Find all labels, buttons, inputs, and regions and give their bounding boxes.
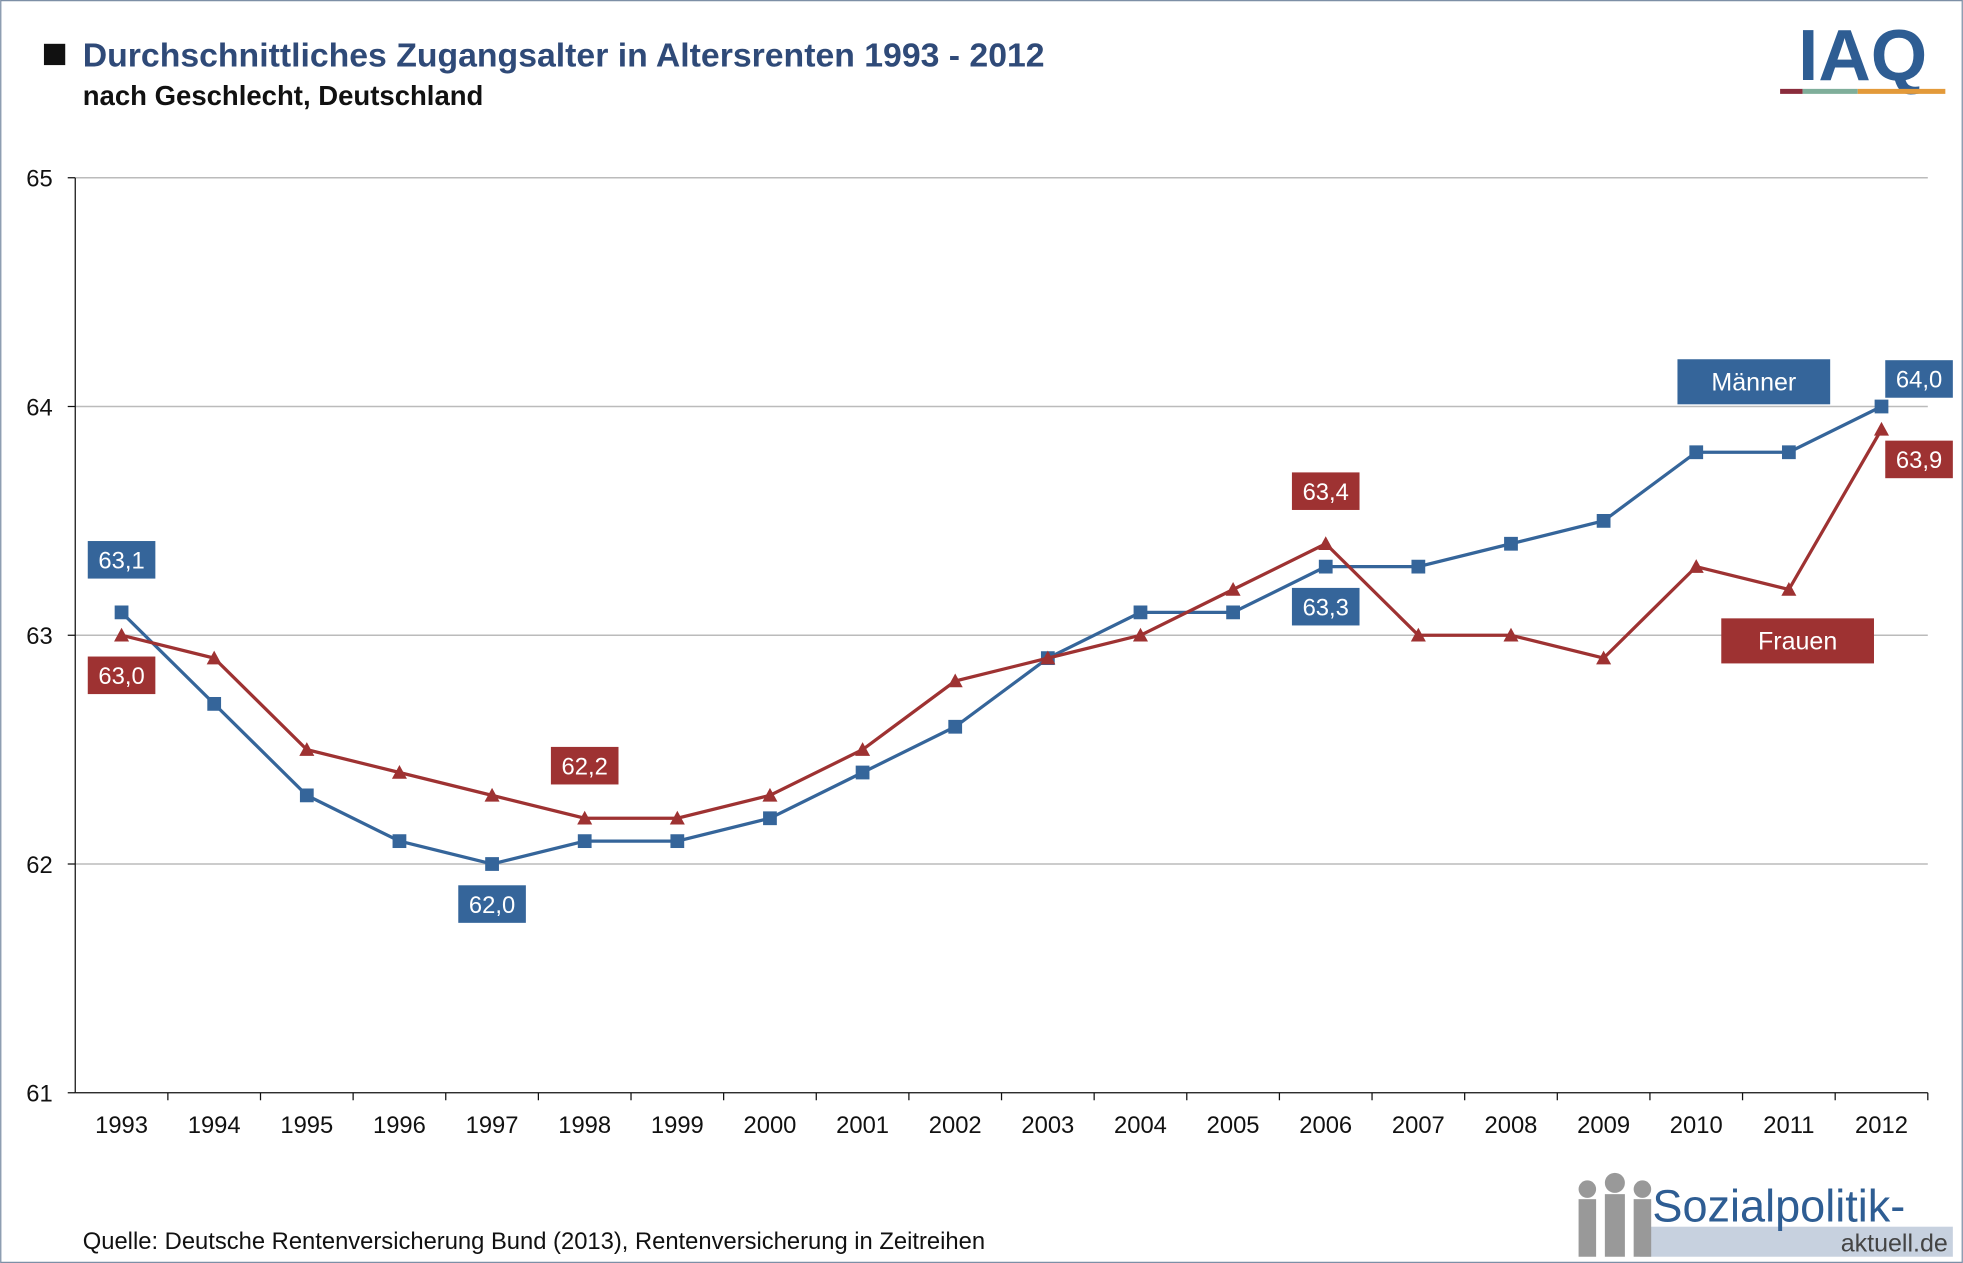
y-tick-label: 61: [26, 1081, 52, 1108]
logo-bar: [1803, 89, 1858, 94]
data-label: 62,0: [469, 892, 515, 919]
marker: [115, 605, 129, 619]
x-tick-label: 2005: [1207, 1112, 1260, 1139]
logo-bar: [1780, 89, 1803, 94]
chart-subtitle: nach Geschlecht, Deutschland: [83, 80, 484, 111]
data-label: 63,4: [1303, 479, 1349, 506]
x-tick-label: 1995: [280, 1112, 333, 1139]
x-tick-label: 2012: [1855, 1112, 1908, 1139]
marker: [856, 766, 870, 780]
marker: [485, 857, 499, 871]
marker: [1504, 537, 1518, 551]
data-label: 63,3: [1303, 594, 1349, 621]
x-tick-label: 2009: [1577, 1112, 1630, 1139]
frame: [1, 1, 1962, 1263]
x-tick-label: 1997: [466, 1112, 519, 1139]
marker: [207, 697, 221, 711]
x-tick-label: 1996: [373, 1112, 426, 1139]
marker: [393, 834, 407, 848]
data-label: 64,0: [1896, 367, 1942, 394]
logo: IAQ: [1798, 15, 1927, 96]
y-tick-label: 65: [26, 166, 52, 193]
marker: [1689, 445, 1703, 459]
logo-bar: [1858, 89, 1946, 94]
data-label: 63,1: [98, 548, 144, 575]
marker: [578, 834, 592, 848]
x-tick-label: 1993: [95, 1112, 148, 1139]
x-tick-label: 2003: [1021, 1112, 1074, 1139]
x-tick-label: 2000: [744, 1112, 797, 1139]
marker: [670, 834, 684, 848]
x-tick-label: 2011: [1763, 1112, 1814, 1139]
x-tick-label: 2006: [1299, 1112, 1352, 1139]
legend-label: Männer: [1711, 369, 1796, 397]
x-tick-label: 2004: [1114, 1112, 1167, 1139]
marker: [1875, 400, 1889, 414]
x-tick-label: 2010: [1670, 1112, 1723, 1139]
x-tick-label: 2002: [929, 1112, 982, 1139]
marker: [1597, 514, 1611, 528]
y-tick-label: 63: [26, 623, 52, 650]
legend-label: Frauen: [1758, 628, 1837, 656]
x-tick-label: 2007: [1392, 1112, 1445, 1139]
marker: [1226, 605, 1240, 619]
y-tick-label: 64: [26, 394, 52, 421]
y-tick-label: 62: [26, 852, 52, 879]
title-bullet: [44, 44, 65, 65]
data-label: 63,0: [98, 663, 144, 690]
source: Quelle: Deutsche Rentenversicherung Bund…: [83, 1228, 985, 1255]
x-tick-label: 1994: [188, 1112, 241, 1139]
marker: [300, 788, 314, 802]
x-tick-label: 1999: [651, 1112, 704, 1139]
marker: [1411, 560, 1425, 574]
x-tick-label: 2001: [836, 1112, 889, 1139]
data-label: 62,2: [562, 753, 608, 780]
marker: [1319, 560, 1333, 574]
data-label: 63,9: [1896, 447, 1942, 474]
x-tick-label: 1998: [558, 1112, 611, 1139]
x-tick-label: 2008: [1485, 1112, 1538, 1139]
marker: [1134, 605, 1148, 619]
brand-domain: aktuell.de: [1841, 1230, 1948, 1258]
brand-name: Sozialpolitik-: [1652, 1181, 1905, 1232]
chart: Durchschnittliches Zugangsalter in Alter…: [0, 0, 1963, 1263]
marker: [763, 811, 777, 825]
marker: [1782, 445, 1796, 459]
chart-title: Durchschnittliches Zugangsalter in Alter…: [83, 36, 1045, 74]
brand-figures: [1579, 1173, 1652, 1257]
marker: [948, 720, 962, 734]
